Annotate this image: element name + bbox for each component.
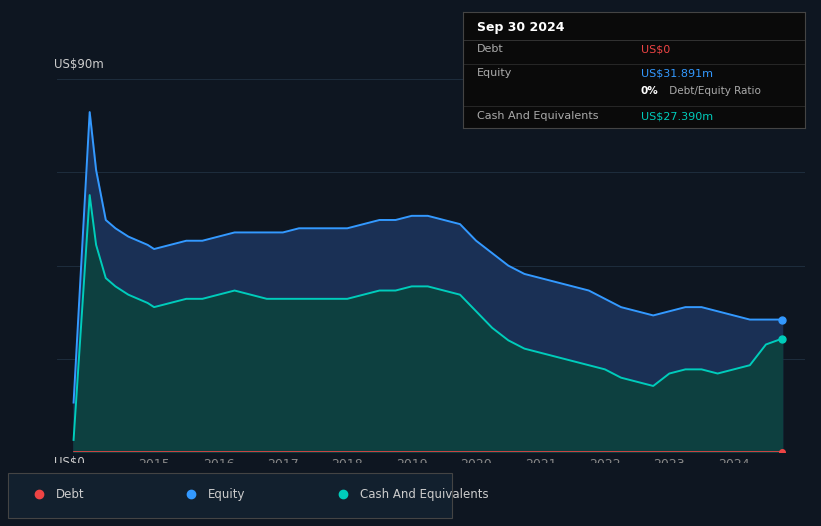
Text: US$31.891m: US$31.891m [641,68,713,78]
Text: US$90m: US$90m [53,58,103,72]
Text: US$27.390m: US$27.390m [641,112,713,122]
Text: Cash And Equivalents: Cash And Equivalents [360,488,488,501]
Text: Cash And Equivalents: Cash And Equivalents [477,112,599,122]
Text: Debt/Equity Ratio: Debt/Equity Ratio [667,86,761,96]
Text: Sep 30 2024: Sep 30 2024 [477,21,564,34]
Text: Debt: Debt [56,488,85,501]
Text: US$0: US$0 [641,44,670,54]
Text: 0%: 0% [641,86,658,96]
Text: Equity: Equity [208,488,245,501]
Text: US$0: US$0 [53,456,85,469]
Bar [8,473,452,519]
Text: Equity: Equity [477,68,512,78]
Text: Debt: Debt [477,44,503,54]
